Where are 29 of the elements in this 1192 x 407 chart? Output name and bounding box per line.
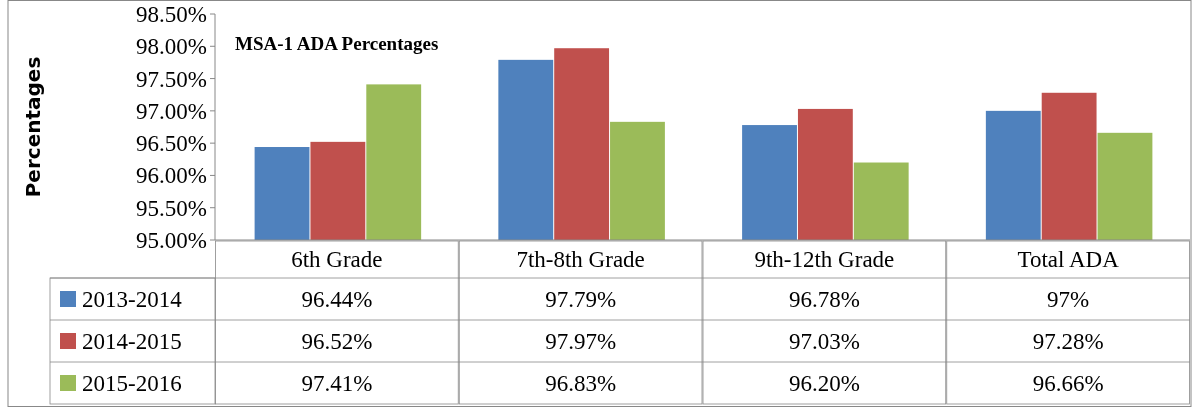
y-tick-label: 98.00% [136,34,207,60]
y-tick-label: 97.50% [136,66,207,92]
y-axis-title: Percentages [21,56,45,198]
data-label: 96.52% [301,329,373,355]
y-tick-label: 95.00% [136,228,207,254]
data-label: 97% [1047,287,1090,313]
legend-label: 2015-2016 [82,371,182,397]
y-tick-label: 98.50% [136,2,207,28]
x-tick-label: 9th-12th Grade [754,247,895,273]
data-label: 96.83% [545,371,617,397]
text: MSA-1 ADA Percentages [235,33,439,54]
y-tick-label: 96.00% [136,163,207,189]
data-label: 97.79% [545,287,617,313]
y-tick-label: 95.50% [136,195,207,221]
data-label: 97.41% [301,371,373,397]
data-label: 96.44% [301,287,373,313]
x-tick-label: Total ADA [1017,247,1120,273]
legend-label: 2013-2014 [82,287,183,313]
data-label: 97.97% [545,329,617,355]
legend-label: 2014-2015 [82,329,182,355]
x-tick-label: 6th Grade [291,247,383,273]
data-label: 96.78% [788,287,860,313]
data-label: 97.28% [1032,329,1104,355]
data-label: 96.66% [1032,371,1104,397]
x-tick-label: 7th-8th Grade [516,247,645,273]
data-label: 97.03% [788,329,860,355]
data-label: 96.20% [788,371,860,397]
y-tick-label: 97.00% [136,98,207,124]
y-tick-label: 96.50% [136,131,207,157]
